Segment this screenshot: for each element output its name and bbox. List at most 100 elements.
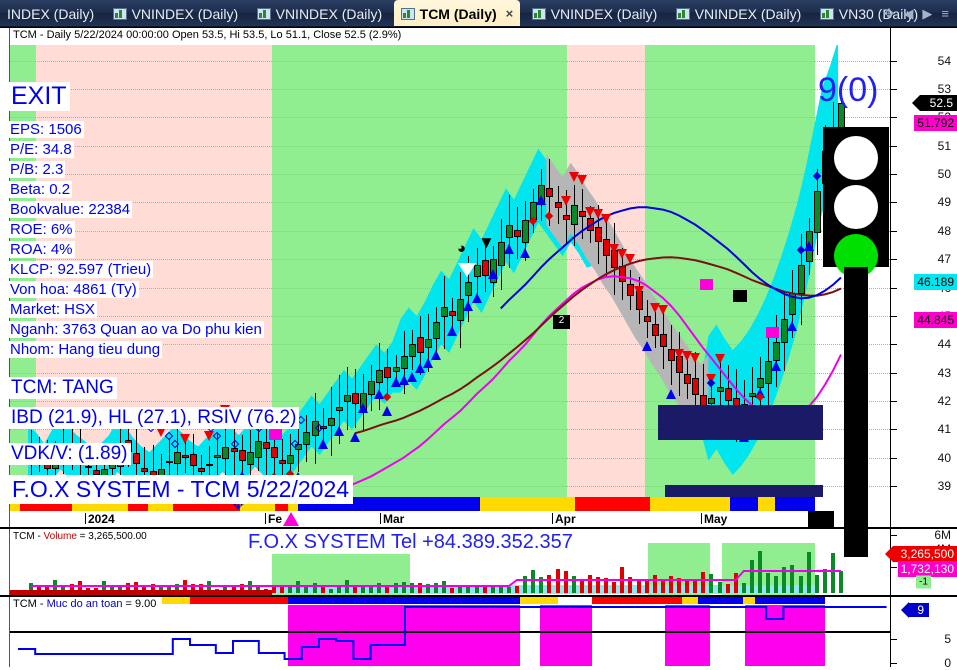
volume-pane[interactable]: TCM - Volume = 3,265,500.00 F.O.X SYSTEM… — [0, 528, 957, 596]
volume-bar — [482, 586, 487, 593]
axis-tick-label: 49 — [937, 195, 951, 210]
buy-arrow-icon — [414, 362, 425, 373]
gridline-49 — [10, 202, 890, 204]
candle-body — [692, 378, 700, 396]
traffic-light-pole — [844, 267, 868, 557]
volume-bar — [660, 580, 665, 593]
sell-arrow-icon — [633, 286, 644, 297]
tab-vnindex-daily-3[interactable]: VNINDEX (Daily) — [525, 0, 665, 26]
price-pane[interactable]: TCM - Daily 5/22/2024 00:00:00 Open 53.5… — [0, 27, 957, 557]
volume-bar — [612, 582, 617, 593]
safety-ribbon-segment-10 — [755, 597, 825, 604]
axis-marker-51.792[interactable]: 51.792 — [914, 115, 957, 132]
ribbon-segment-8 — [288, 497, 298, 511]
gridline-41 — [10, 429, 890, 431]
volume-chart-plot[interactable] — [10, 529, 890, 595]
tab-menu-icon[interactable]: ≡ — [941, 6, 949, 21]
volume-bar — [579, 580, 584, 593]
ribbon-segment-10 — [480, 497, 575, 511]
tab-label: VN30 (Daily) — [838, 5, 919, 22]
sell-arrow-icon — [609, 243, 620, 254]
axis-tick-label: 43 — [937, 365, 951, 380]
tab-tcm-daily[interactable]: TCM (Daily) × — [393, 0, 521, 26]
traffic-light-yellow-lamp — [834, 185, 878, 229]
tab-vnindex-daily-1[interactable]: VNINDEX (Daily) — [106, 0, 246, 26]
circle-marker-icon: ◕ — [457, 240, 467, 257]
prev-tab-icon[interactable]: ◀ — [903, 5, 914, 21]
next-tab-icon[interactable]: ▶ — [922, 5, 933, 21]
axis-tick-label: 47 — [937, 252, 951, 267]
info-pe: P/E: 34.8 — [8, 141, 74, 158]
candle-body — [659, 334, 667, 348]
axis-tick-label: 41 — [937, 422, 951, 437]
buy-arrow-icon — [471, 292, 482, 303]
candle-body — [813, 191, 821, 233]
traffic-light-widget — [823, 127, 889, 278]
info-roe: ROE: 6% — [8, 221, 75, 238]
axis-tick — [891, 174, 897, 176]
candle-body — [198, 468, 206, 473]
tab-vnindex-daily-2[interactable]: VNINDEX (Daily) — [250, 0, 390, 26]
axis-marker-volume[interactable]: 3,265,500 — [892, 546, 957, 562]
price-axis[interactable]: 5453525150494847464544434241403952.551.7… — [890, 28, 957, 527]
sell-arrow-icon — [649, 302, 660, 313]
buy-arrow-icon — [787, 321, 798, 332]
candle-body — [222, 446, 230, 459]
volume-bar — [474, 585, 479, 593]
axis-marker-46.189[interactable]: 46.189 — [914, 274, 957, 291]
axis-tick — [891, 230, 897, 232]
buy-arrow-icon — [358, 402, 369, 413]
magenta-triangle-marker — [283, 512, 299, 526]
volume-bar — [110, 586, 114, 593]
safety-pane[interactable]: TCM - Muc do an toan = 9.00 5 0 9 — [0, 596, 957, 670]
volume-bar — [555, 569, 560, 593]
tab-vn30-daily[interactable]: VN30 (Daily) — [813, 0, 925, 26]
buy-arrow-icon — [431, 349, 441, 360]
candle-body — [546, 188, 554, 197]
axis-marker-volume-delta[interactable]: -1 — [916, 575, 931, 589]
candle-body — [408, 344, 416, 357]
sell-arrow-icon — [560, 195, 571, 206]
volume-pane-left-gutter — [0, 529, 10, 595]
candle-body — [295, 443, 303, 451]
ribbon-segment-0 — [10, 497, 20, 511]
close-icon[interactable]: × — [505, 6, 514, 21]
candle-body — [514, 230, 521, 237]
safety-ribbon-segment-1 — [162, 597, 190, 604]
axis-marker-52.5[interactable]: 52.5 — [919, 95, 957, 112]
magenta-square-marker — [766, 327, 779, 339]
volume-bar — [693, 580, 698, 593]
signal-badge: 9(0) — [818, 71, 879, 109]
axis-marker-44.845[interactable]: 44.845 — [914, 312, 957, 329]
hollow-triangle-marker — [458, 263, 476, 277]
axis-marker-volume-ma[interactable]: 1,732,130 — [897, 561, 957, 577]
tab-vnindex-daily-4[interactable]: VNINDEX (Daily) — [669, 0, 809, 26]
safety-axis[interactable]: 5 0 9 — [890, 597, 957, 670]
volume-bar — [336, 585, 341, 593]
volume-bar — [741, 583, 746, 593]
volume-bar — [425, 584, 430, 593]
candle-body — [684, 373, 692, 385]
volume-bar — [377, 582, 382, 593]
add-tab-icon[interactable]: ✥ — [883, 5, 895, 21]
volume-bar — [798, 576, 803, 593]
volume-bar — [806, 551, 811, 593]
volume-bar — [320, 586, 325, 593]
watermark-phone: F.O.X SYSTEM Tel +84.389.352.357 — [245, 531, 576, 554]
tab-index-daily[interactable]: INDEX (Daily) — [0, 0, 101, 26]
gridline-51 — [10, 145, 890, 147]
volume-bar — [45, 584, 50, 593]
volume-bar — [644, 579, 649, 593]
sell-arrow-icon — [204, 430, 215, 441]
chart-icon — [531, 7, 546, 20]
info-eps: EPS: 1506 — [8, 121, 84, 138]
traffic-light-red-lamp — [834, 136, 878, 180]
axis-tick-label: 40 — [937, 450, 951, 465]
tab-bar: INDEX (Daily) VNINDEX (Daily) VNINDEX (D… — [0, 0, 957, 27]
info-nhom: Nhom: Hang tieu dung — [8, 341, 163, 358]
axis-marker-safety[interactable]: 9 — [909, 603, 929, 617]
candle-body — [651, 324, 659, 336]
magenta-square-marker — [700, 279, 713, 291]
candle-body — [773, 341, 781, 361]
